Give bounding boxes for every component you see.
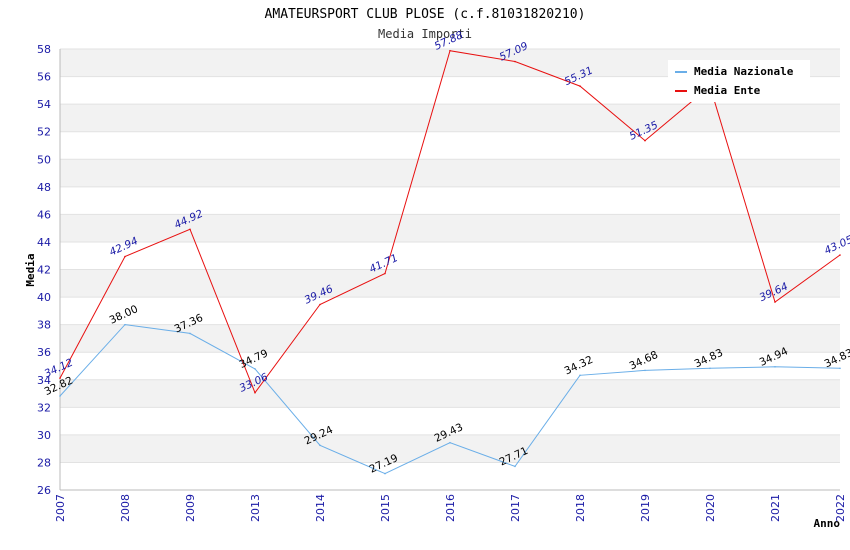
data-point-media-ente — [839, 254, 841, 256]
legend: Media Nazionale Media Ente — [668, 60, 810, 102]
data-point-media-ente — [384, 272, 386, 275]
data-point-media-nazionale — [189, 332, 191, 335]
y-tick-label: 32 — [37, 401, 51, 414]
grid-band — [60, 131, 840, 160]
grid-band — [60, 186, 840, 215]
y-tick-label: 40 — [37, 291, 51, 304]
y-tick-label: 34 — [37, 374, 51, 387]
x-tick-label: 2013 — [249, 494, 262, 522]
data-point-media-nazionale — [514, 465, 516, 468]
data-point-media-nazionale — [579, 374, 581, 377]
x-tick-label: 2018 — [574, 494, 587, 522]
y-tick-label: 46 — [37, 208, 51, 221]
data-point-media-ente — [319, 303, 321, 306]
data-point-media-ente — [59, 377, 61, 379]
x-tick-label: 2007 — [54, 494, 67, 522]
x-tick-labels: 2007 2008 2009 2013 2014 2015 2016 2017 2018 2019… — [54, 494, 847, 522]
data-point-media-nazionale — [709, 367, 711, 370]
x-tick-label: 2009 — [184, 494, 197, 522]
y-tick-labels: 26 28 30 32 34 36 38 40 42 44 46 48 50 52 54 56 58 — [37, 43, 51, 497]
y-tick-label: 48 — [37, 181, 51, 194]
data-point-media-nazionale — [124, 323, 126, 326]
x-tick-label: 2017 — [509, 494, 522, 522]
y-tick-label: 56 — [37, 71, 51, 84]
data-point-media-nazionale — [449, 441, 451, 444]
x-axis-label: Anno — [814, 517, 841, 530]
data-point-media-ente — [514, 60, 516, 63]
data-point-media-ente — [449, 49, 451, 52]
legend-box — [668, 60, 810, 102]
grid-band — [60, 104, 840, 132]
y-tick-label: 58 — [37, 43, 51, 56]
legend-label-media-nazionale: Media Nazionale — [694, 65, 794, 78]
y-tick-label: 54 — [37, 98, 51, 111]
data-point-media-nazionale — [319, 444, 321, 447]
grid-band — [60, 407, 840, 435]
x-tick-label: 2019 — [639, 494, 652, 522]
x-tick-label: 2021 — [769, 494, 782, 522]
x-tick-label: 2015 — [379, 494, 392, 522]
grid-lines — [60, 48, 840, 491]
y-tick-label: 30 — [37, 429, 51, 442]
x-tick-label: 2020 — [704, 494, 717, 522]
grid-band — [60, 269, 840, 298]
y-axis-label: Media — [24, 253, 37, 286]
y-tick-label: 38 — [37, 319, 51, 332]
legend-label-media-ente: Media Ente — [694, 84, 761, 97]
grid-bands — [60, 49, 840, 490]
y-tick-label: 50 — [37, 153, 51, 166]
data-point-media-nazionale — [839, 367, 841, 370]
grid-band — [60, 159, 840, 187]
x-tick-label: 2008 — [119, 494, 132, 522]
x-tick-label: 2016 — [444, 494, 457, 522]
grid-band — [60, 352, 840, 380]
grid-band — [60, 379, 840, 408]
data-point-media-ente — [579, 85, 581, 87]
x-tick-label: 2022 — [834, 494, 847, 522]
grid-band — [60, 241, 840, 270]
y-tick-label: 28 — [37, 456, 51, 469]
data-point-media-nazionale — [384, 472, 386, 475]
grid-band — [60, 214, 840, 242]
data-point-media-nazionale — [254, 368, 256, 370]
data-point-media-ente — [189, 228, 191, 231]
x-tick-label: 2014 — [314, 494, 327, 522]
data-point-media-nazionale — [59, 395, 61, 397]
data-point-media-ente — [254, 391, 256, 394]
y-tick-label: 26 — [37, 484, 51, 497]
grid-band — [60, 462, 840, 490]
data-point-media-nazionale — [644, 369, 646, 372]
data-point-media-nazionale — [774, 365, 776, 368]
y-tick-label: 42 — [37, 264, 51, 277]
grid-band — [60, 297, 840, 325]
grid-band — [60, 324, 840, 353]
data-point-media-ente — [644, 139, 646, 142]
grid-band — [60, 434, 840, 463]
data-point-media-ente — [774, 301, 776, 303]
y-tick-label: 52 — [37, 126, 51, 139]
chart-subtitle: Media Importi — [378, 27, 472, 41]
y-tick-label: 44 — [37, 236, 51, 249]
y-tick-label: 36 — [37, 346, 51, 359]
data-point-media-ente — [124, 255, 126, 258]
chart-title: AMATEURSPORT CLUB PLOSE (c.f.81031820210… — [265, 7, 586, 22]
